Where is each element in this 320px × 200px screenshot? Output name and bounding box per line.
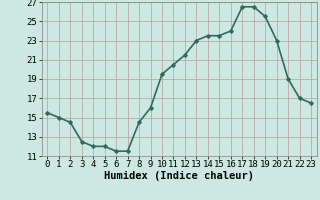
- X-axis label: Humidex (Indice chaleur): Humidex (Indice chaleur): [104, 171, 254, 181]
